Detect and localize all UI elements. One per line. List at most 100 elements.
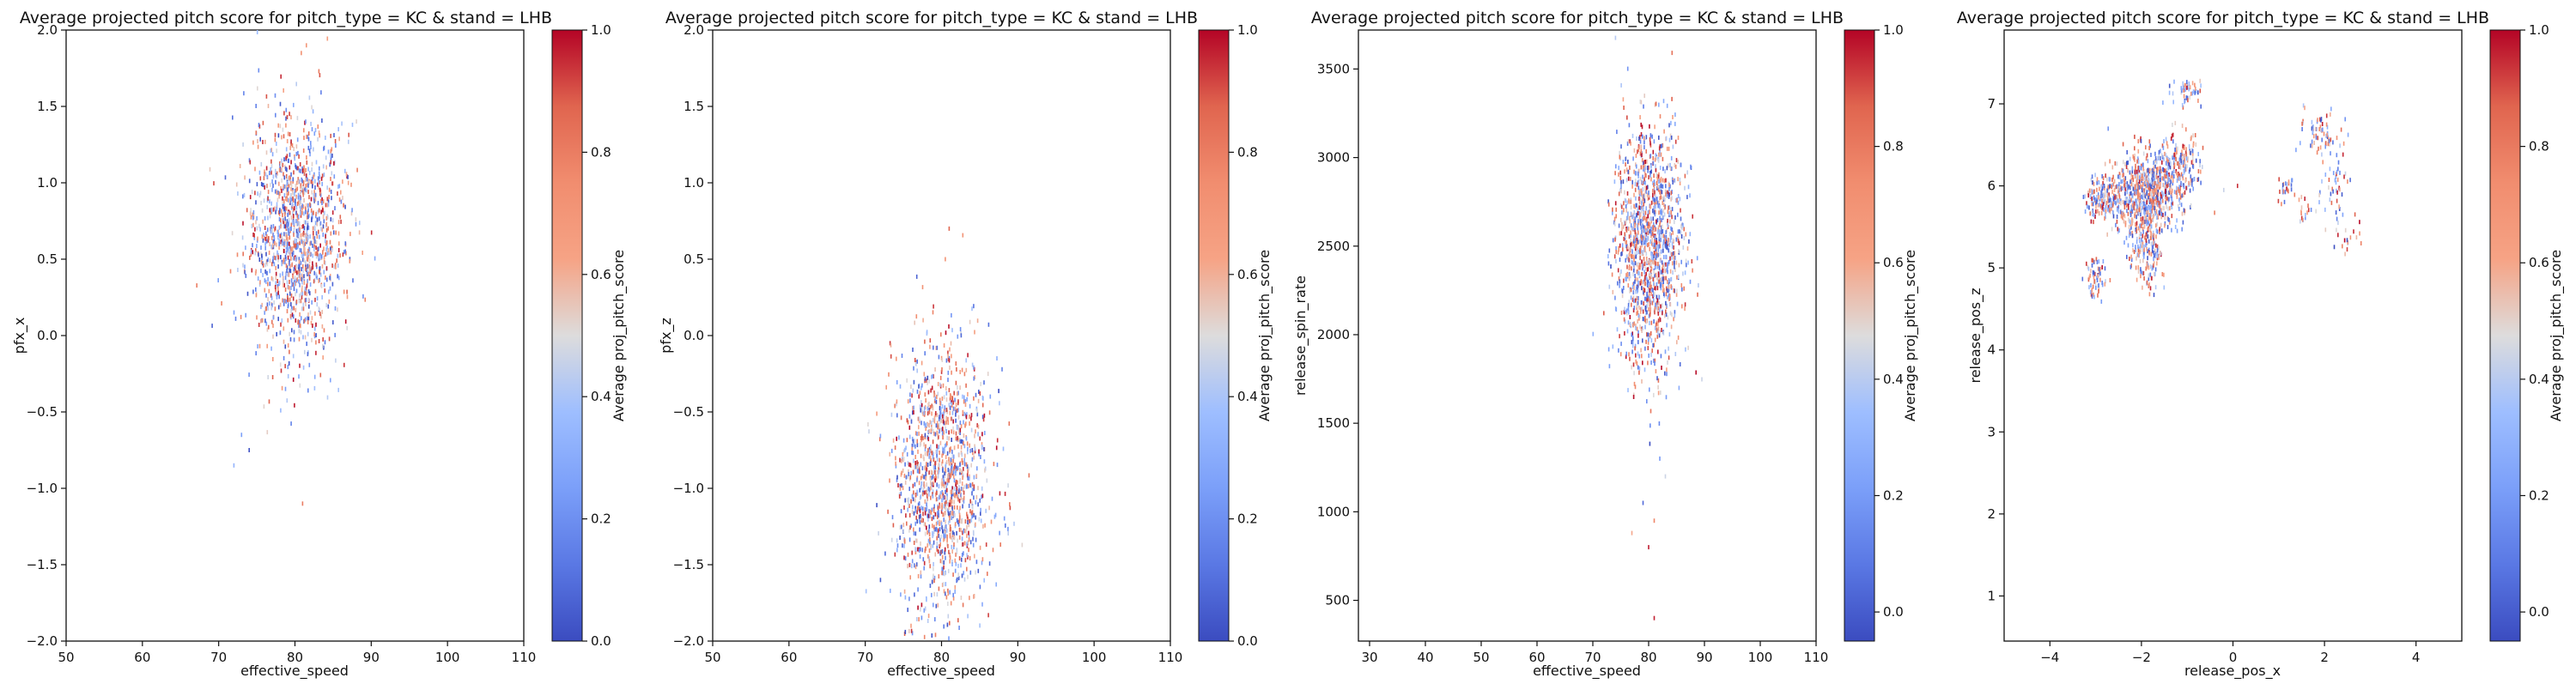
data-point	[908, 498, 909, 502]
data-point	[1678, 229, 1680, 233]
data-point	[980, 455, 981, 459]
data-point	[923, 457, 925, 461]
data-point	[916, 314, 918, 318]
data-point	[242, 251, 244, 256]
data-point	[1643, 140, 1645, 144]
data-point	[256, 315, 258, 319]
data-point	[288, 318, 289, 323]
data-point	[313, 247, 315, 251]
data-point	[915, 509, 917, 513]
data-point	[896, 413, 898, 417]
data-point	[912, 559, 914, 563]
data-point	[1621, 222, 1623, 227]
data-point	[930, 544, 932, 548]
data-point	[1679, 229, 1680, 233]
data-point	[957, 487, 958, 491]
data-point	[1639, 354, 1641, 359]
data-point	[319, 188, 321, 192]
y-tick-label: −2.0	[673, 633, 704, 649]
data-point	[1670, 121, 1672, 125]
data-point	[317, 137, 319, 142]
data-point	[1662, 166, 1664, 171]
data-point	[2127, 160, 2129, 165]
data-point	[213, 181, 215, 185]
data-point	[1668, 355, 1670, 360]
data-point	[1649, 137, 1651, 142]
data-point	[1628, 177, 1630, 181]
data-point	[1644, 185, 1646, 190]
data-point	[305, 184, 307, 188]
data-point	[309, 247, 311, 251]
data-point	[1651, 338, 1653, 342]
data-point	[312, 261, 313, 265]
data-point	[1665, 301, 1667, 306]
data-point	[2136, 205, 2138, 209]
data-point	[257, 87, 258, 91]
data-point	[1674, 163, 1676, 167]
data-point	[295, 219, 297, 223]
data-point	[909, 426, 911, 430]
data-point	[925, 466, 927, 470]
data-point	[297, 214, 299, 218]
data-point	[319, 339, 320, 343]
data-point	[923, 442, 925, 446]
data-point	[933, 305, 934, 309]
x-tick-label: 50	[58, 650, 74, 665]
data-point	[903, 555, 905, 560]
data-point	[348, 181, 349, 185]
data-point	[1660, 305, 1662, 309]
data-point	[294, 287, 295, 291]
data-point	[2162, 206, 2164, 210]
data-point	[1637, 172, 1639, 176]
data-point	[1618, 166, 1619, 170]
data-point	[933, 494, 934, 499]
data-point	[306, 135, 307, 139]
data-point	[315, 193, 317, 197]
data-point	[2149, 139, 2151, 143]
data-point	[1667, 304, 1668, 308]
data-point	[1649, 321, 1650, 325]
data-point	[927, 381, 928, 385]
data-point	[1644, 347, 1646, 351]
data-point	[1623, 208, 1625, 212]
data-point	[1687, 346, 1689, 350]
data-point	[271, 306, 273, 310]
data-point	[925, 451, 927, 456]
data-point	[902, 543, 903, 548]
data-point	[925, 377, 927, 381]
data-point	[981, 487, 983, 491]
data-point	[346, 172, 348, 176]
data-point	[911, 393, 913, 397]
data-point	[211, 324, 213, 328]
data-point	[297, 137, 299, 142]
data-point	[978, 450, 980, 454]
data-point	[1641, 100, 1643, 105]
data-point	[932, 531, 933, 536]
data-point	[1672, 245, 1674, 249]
data-point	[909, 463, 911, 467]
data-point	[319, 266, 321, 270]
data-point	[309, 276, 311, 281]
data-point	[914, 541, 915, 545]
data-point	[1678, 336, 1680, 340]
data-point	[295, 244, 297, 248]
data-point	[325, 234, 326, 239]
data-point	[939, 402, 941, 406]
data-point	[1669, 138, 1671, 142]
data-point	[319, 244, 321, 248]
data-point	[322, 264, 324, 269]
data-point	[291, 263, 293, 267]
data-point	[1645, 206, 1647, 210]
data-point	[265, 252, 267, 257]
data-point	[277, 124, 279, 128]
data-point	[1632, 344, 1634, 348]
data-point	[1653, 173, 1655, 178]
data-point	[1670, 302, 1672, 306]
data-point	[979, 499, 981, 503]
data-point	[1649, 423, 1651, 427]
data-point	[283, 249, 285, 253]
data-point	[925, 499, 927, 504]
data-point	[928, 493, 930, 497]
data-point	[330, 240, 331, 245]
data-point	[299, 294, 301, 298]
